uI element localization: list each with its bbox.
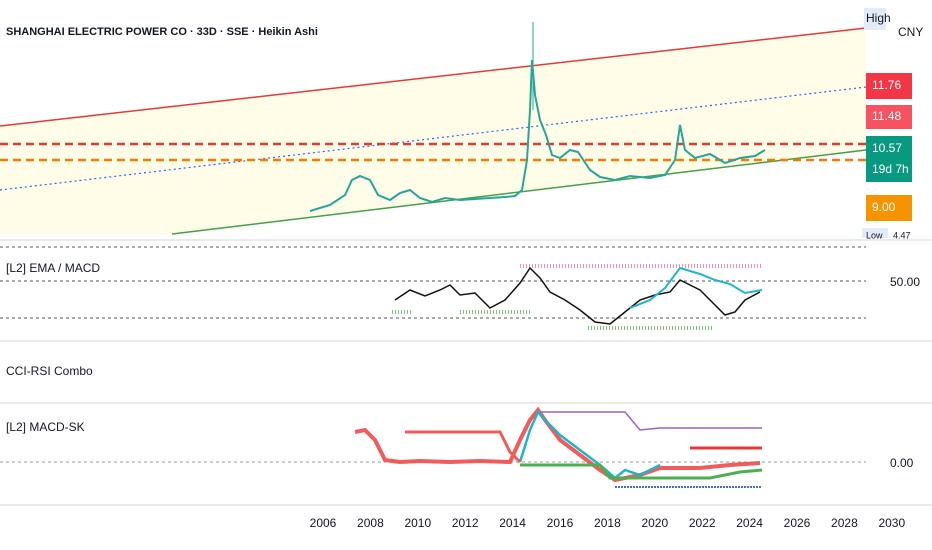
price-label: 9.00 [872, 200, 896, 214]
time-label: 2016 [547, 516, 574, 530]
macd-signal [518, 409, 661, 480]
time-label: 2010 [404, 516, 431, 530]
time-label: 2020 [641, 516, 668, 530]
pane-label: [L2] MACD-SK [6, 420, 85, 434]
price-label: 10.57 [872, 141, 902, 155]
channel-upper [0, 27, 867, 127]
pane-label: CCI-RSI Combo [6, 364, 93, 378]
price-label: 11.76 [872, 78, 901, 92]
price-box [866, 105, 912, 129]
low-label: Low [866, 230, 883, 240]
price-label: 19d 7h [872, 162, 909, 176]
price-labels: 11.76 11.48 10.57 19d 7h 9.00 [872, 78, 909, 214]
time-label: 2018 [594, 516, 621, 530]
macd-hist [520, 463, 763, 480]
time-label: 2022 [689, 516, 716, 530]
currency: CNY [898, 25, 923, 39]
price-box [866, 136, 912, 182]
macd-upper-band [540, 411, 762, 431]
high-label: High [866, 11, 891, 25]
pane-label: [L2] EMA / MACD [6, 261, 100, 275]
chart-title: SHANGHAI ELECTRIC POWER CO · 33D · SSE ·… [6, 26, 318, 38]
channel-mid [0, 86, 867, 191]
low-value: 4.47 [893, 230, 911, 240]
time-label: 2026 [784, 516, 811, 530]
ema-line [394, 266, 761, 325]
channel-fill [0, 28, 866, 234]
time-label: 2006 [310, 516, 337, 530]
price-box [866, 73, 912, 99]
time-axis: 2006 2008 2010 2012 2014 2016 2018 2020 2022 2024… [310, 516, 906, 530]
macd-upper [405, 430, 522, 464]
time-label: 2024 [736, 516, 763, 530]
low-box [862, 228, 888, 238]
time-label: 2014 [499, 516, 526, 530]
macd-line [354, 406, 761, 483]
price-box [866, 195, 912, 221]
pane-axis-label: 50.00 [890, 275, 920, 289]
time-label: 2012 [452, 516, 479, 530]
pane-axis-label: 0.00 [890, 456, 914, 470]
signal-line [629, 266, 763, 309]
price-label: 11.48 [872, 109, 901, 123]
time-label: 2008 [357, 516, 384, 530]
high-box [864, 8, 886, 30]
time-label: 2028 [831, 516, 858, 530]
time-label: 2030 [878, 516, 905, 530]
